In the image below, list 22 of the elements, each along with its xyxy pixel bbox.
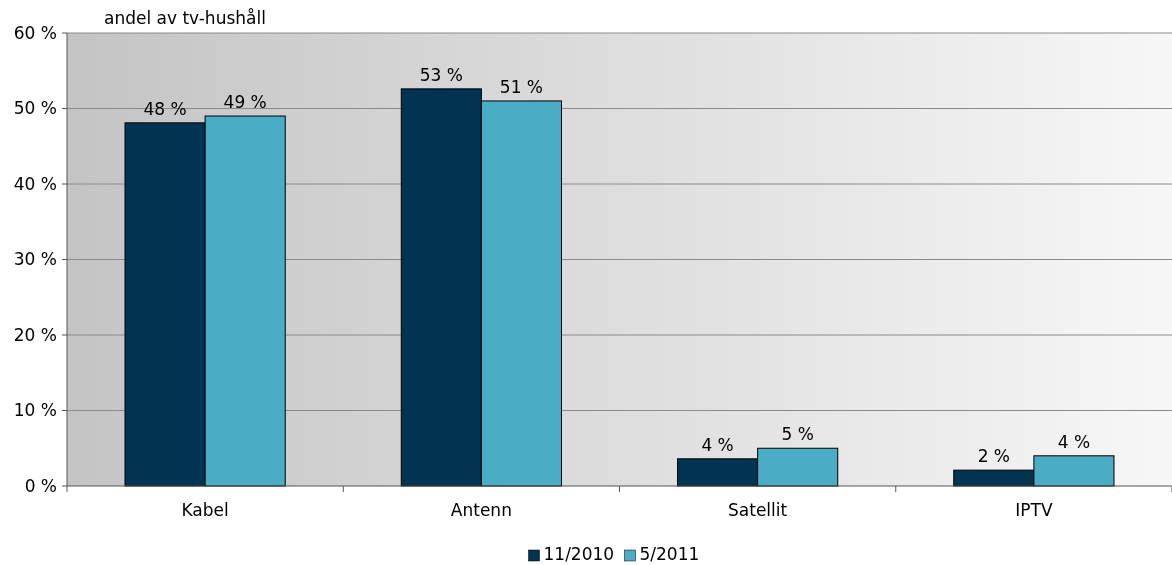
y-tick-label: 0 % bbox=[24, 475, 57, 496]
x-tick-label: Satellit bbox=[728, 500, 788, 520]
y-axis-title: andel av tv-hushåll bbox=[104, 8, 266, 28]
x-tick-label: Kabel bbox=[181, 500, 229, 520]
data-label: 51 % bbox=[499, 76, 544, 97]
data-label: 53 % bbox=[419, 64, 463, 85]
data-label: 48 % bbox=[143, 98, 187, 119]
x-tick-label: IPTV bbox=[1015, 500, 1053, 520]
legend-label: 5/2011 bbox=[639, 544, 700, 564]
y-tick-label: 40 % bbox=[13, 173, 57, 194]
data-label: 4 % bbox=[1057, 431, 1091, 452]
y-tick-label: 10 % bbox=[13, 400, 57, 421]
y-tick-label: 50 % bbox=[13, 98, 57, 119]
x-tick-label: Antenn bbox=[450, 500, 512, 520]
data-label: 5 % bbox=[781, 424, 814, 445]
data-label: 2 % bbox=[977, 446, 1011, 467]
y-tick-label: 30 % bbox=[13, 249, 57, 270]
data-label: 4 % bbox=[701, 434, 734, 455]
data-label: 49 % bbox=[223, 92, 267, 113]
legend-label: 11/2010 bbox=[543, 544, 615, 564]
y-tick-label: 60 % bbox=[13, 22, 57, 43]
y-tick-label: 20 % bbox=[13, 324, 57, 345]
